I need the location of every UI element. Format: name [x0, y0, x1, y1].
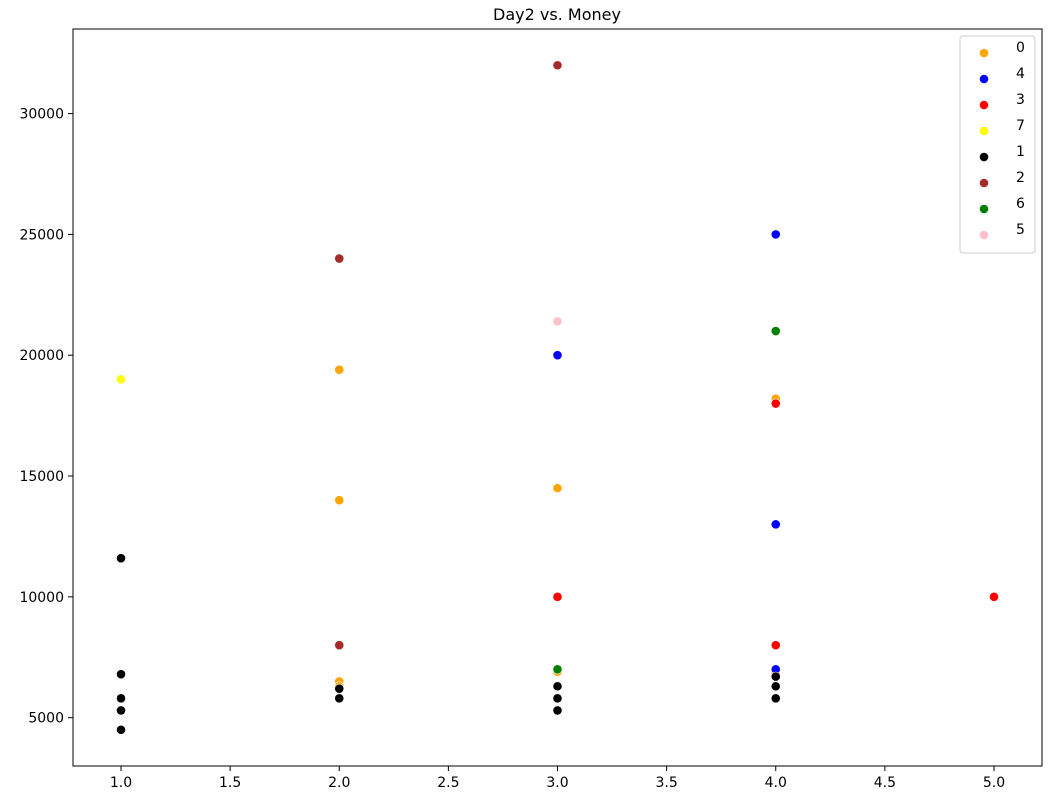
x-tick-label: 3.0 — [546, 775, 568, 791]
x-tick-label: 1.5 — [219, 775, 241, 791]
legend-marker — [979, 152, 989, 162]
legend-label: 7 — [1016, 118, 1025, 134]
legend-label: 0 — [1016, 40, 1025, 56]
data-point — [116, 705, 126, 716]
x-tick-label: 3.5 — [655, 775, 677, 791]
legend-entry: 2 — [979, 170, 1025, 188]
y-tick-label: 5000 — [28, 711, 64, 727]
y-tick-label: 25000 — [19, 227, 64, 243]
x-tick-label: 2.5 — [437, 775, 459, 791]
y-tick-label: 30000 — [19, 107, 64, 123]
series-5 — [552, 316, 563, 327]
legend-entry: 0 — [979, 40, 1025, 58]
legend-label: 2 — [1016, 170, 1025, 186]
y-tick-label: 10000 — [19, 590, 64, 606]
data-point — [334, 364, 345, 375]
x-tick-label: 5.0 — [983, 775, 1005, 791]
data-point — [770, 326, 781, 336]
data-point — [770, 398, 781, 409]
data-point — [552, 591, 563, 602]
legend-label: 3 — [1016, 92, 1025, 108]
legend-marker — [979, 204, 989, 214]
data-point — [552, 693, 563, 704]
x-tick-label: 4.5 — [874, 775, 896, 791]
data-point — [770, 519, 781, 530]
legend-entry: 5 — [979, 222, 1025, 240]
x-tick-label: 4.0 — [765, 775, 787, 791]
legend-entry: 7 — [979, 118, 1025, 136]
series-6 — [552, 326, 781, 675]
data-point — [770, 671, 781, 682]
data-point — [770, 681, 781, 692]
series-4 — [552, 229, 781, 675]
legend-marker — [979, 126, 989, 136]
data-point — [334, 495, 345, 506]
legend-entry: 4 — [979, 66, 1025, 84]
legend-label: 1 — [1016, 144, 1025, 160]
data-point — [552, 316, 563, 327]
legend-label: 5 — [1016, 222, 1025, 238]
legend-marker — [979, 178, 989, 188]
y-axis: 5000 10000 15000 20000 25000 30000 — [19, 107, 73, 727]
series-2 — [334, 60, 563, 651]
legend-marker — [979, 230, 989, 240]
data-point — [552, 350, 563, 361]
data-point — [552, 664, 563, 675]
data-point — [334, 253, 345, 264]
data-point — [552, 60, 563, 71]
data-points-layer — [116, 60, 999, 735]
data-point — [116, 374, 126, 385]
data-point — [334, 640, 345, 651]
legend-label: 4 — [1016, 66, 1025, 82]
x-tick-label: 2.0 — [328, 775, 350, 791]
data-point — [552, 705, 563, 716]
data-point — [552, 681, 563, 692]
data-point — [116, 724, 126, 735]
x-axis: 1.0 1.5 2.0 2.5 3.0 3.5 4.0 4.5 5.0 — [110, 766, 1005, 791]
data-point — [334, 693, 345, 704]
data-point — [770, 693, 781, 704]
data-point — [116, 553, 126, 564]
y-tick-label: 20000 — [19, 348, 64, 364]
legend-label: 6 — [1016, 196, 1025, 212]
x-tick-label: 1.0 — [110, 775, 132, 791]
legend-box — [959, 35, 1036, 254]
series-3 — [552, 398, 999, 651]
data-point — [989, 591, 999, 602]
legend-entry: 6 — [979, 196, 1025, 214]
legend-entry: 1 — [979, 144, 1025, 162]
y-tick-label: 15000 — [19, 469, 64, 485]
data-point — [116, 693, 126, 704]
series-7 — [116, 374, 126, 385]
legend-marker — [979, 48, 989, 58]
data-point — [334, 683, 345, 694]
series-1 — [116, 553, 781, 735]
data-point — [770, 640, 781, 651]
chart-title: Day2 vs. Money — [493, 5, 621, 24]
legend-marker — [979, 74, 989, 84]
legend: 0 4 3 7 1 2 6 5 — [959, 35, 1036, 254]
data-point — [552, 483, 563, 494]
data-point — [770, 229, 781, 240]
legend-entry: 3 — [979, 92, 1025, 110]
data-point — [116, 669, 126, 680]
legend-marker — [979, 100, 989, 110]
